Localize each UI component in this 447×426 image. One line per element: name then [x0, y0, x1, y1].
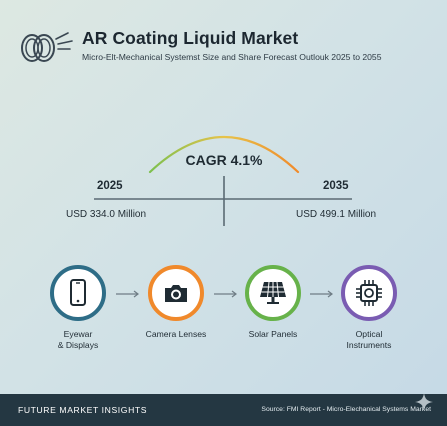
smartphone-icon — [70, 279, 86, 306]
application-label-optical: Optical Instruments — [331, 329, 407, 351]
source-note: Source: FMI Report - Micro-Elechanical S… — [261, 406, 431, 413]
solar-panel-icon — [260, 281, 286, 304]
page-title: AR Coating Liquid Market — [82, 28, 299, 48]
end-value: USD 499.1 Million — [296, 209, 377, 220]
application-eyewear — [50, 265, 106, 321]
page-subtitle: Micro-Elt-Mechanical Systemst Size and S… — [82, 52, 382, 62]
application-label-line: Solar Panels — [248, 329, 298, 339]
start-value: USD 334.0 Million — [66, 209, 147, 220]
application-label-solar: Solar Panels — [230, 329, 316, 340]
cagr-value: CAGR 4.1% — [185, 152, 263, 168]
footer-bar: FUTURE MARKET INSIGHTS Source: FMI Repor… — [0, 394, 447, 426]
application-optical — [341, 265, 397, 321]
application-label-line: Optical Instruments — [346, 329, 392, 350]
application-solar — [245, 265, 301, 321]
application-label-line: Eyewar & Displays — [57, 329, 99, 350]
application-label-camera: Camera Lenses — [130, 329, 222, 340]
chip-icon — [356, 280, 382, 306]
application-label-eyewear: Eyewar & Displays — [40, 329, 116, 351]
header: AR Coating Liquid Market Micro-Elt-Mecha… — [18, 26, 438, 70]
camera-icon — [165, 285, 187, 302]
start-year: 2025 — [97, 180, 123, 192]
lens-rings-icon — [21, 32, 73, 62]
end-year: 2035 — [323, 180, 349, 192]
application-label-line: Camera Lenses — [145, 329, 207, 339]
application-camera — [148, 265, 204, 321]
brand-name: FUTURE MARKET INSIGHTS — [18, 405, 148, 415]
sparkle-icon — [415, 393, 433, 411]
